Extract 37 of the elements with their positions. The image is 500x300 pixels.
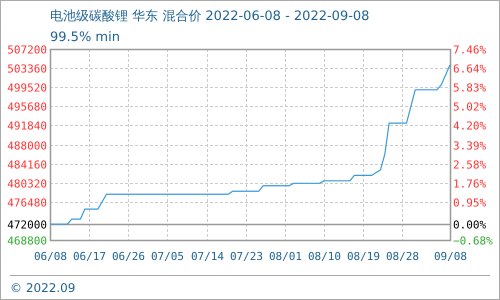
x-tick-label: 08/19 [346,250,380,263]
x-tick-label: 07/05 [150,250,184,263]
x-tick-label: 08/01 [268,250,302,263]
y2-tick-label: 3.39% [453,140,486,152]
line-series [49,64,451,225]
y2-tick-label: 1.76% [453,178,486,190]
x-tick-label: 06/08 [34,250,68,263]
y2-tick-label: 4.20% [453,120,486,132]
y-tick-label: 495680 [7,100,47,114]
y2-tick-label: −0.68% [453,234,494,248]
y2-tick-label: 2.58% [453,158,486,172]
y-tick-label: 484160 [7,158,47,172]
y-tick-label: 507200 [7,44,47,56]
y-tick-label: 503360 [7,62,47,76]
y-tick-label: 476480 [7,196,47,210]
x-tick-label: 08/28 [386,250,420,263]
y2-tick-label: 6.64% [453,62,486,76]
y-tick-label: 480320 [7,178,47,190]
y-tick-label: 472000 [7,218,47,232]
y2-tick-label: 5.02% [453,100,486,114]
y-tick-label: 499520 [7,82,47,94]
x-tick-label: 07/23 [230,250,264,263]
y2-tick-label: 0.00% [453,218,486,232]
y2-tick-label: 7.46% [453,44,486,56]
x-tick-label: 07/14 [190,250,224,263]
chart-subtitle: 99.5% min [50,30,120,45]
chart-title: 电池级碳酸锂 华东 混合价 2022-06-08 - 2022-09-08 [50,9,370,24]
x-tick-label: 08/10 [308,250,342,263]
y2-tick-label: 0.95% [453,196,486,210]
text: © 2022.09 [10,281,76,295]
x-tick-label: 06/17 [72,250,106,263]
y-tick-label: 468800 [7,234,47,248]
y-tick-label: 491840 [7,120,47,132]
y2-tick-label: 5.83% [453,82,486,94]
x-tick-label: 09/08 [434,250,468,263]
y-tick-label: 488000 [7,140,47,152]
x-tick-label: 06/26 [112,250,146,263]
